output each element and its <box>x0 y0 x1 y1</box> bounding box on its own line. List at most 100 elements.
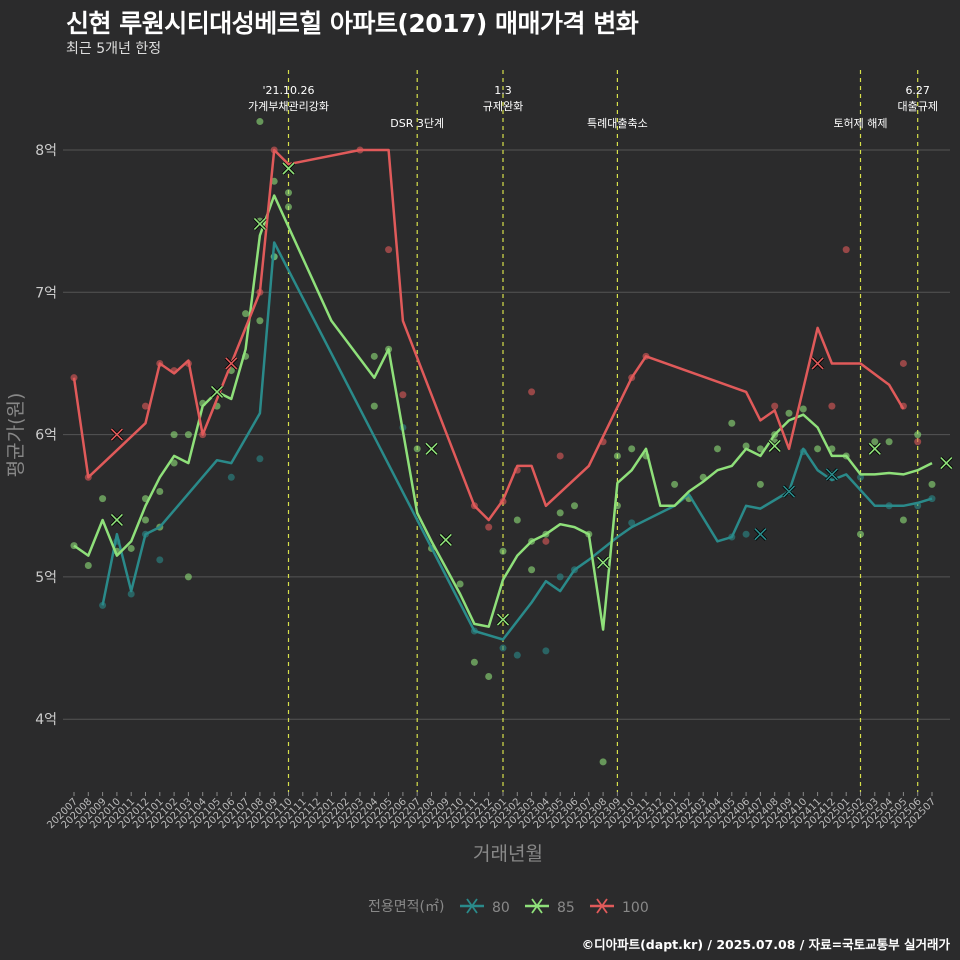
legend-label: 100 <box>622 900 649 916</box>
scatter-point-85 <box>256 118 264 126</box>
scatter-point-85 <box>170 459 178 467</box>
x-markers <box>110 161 953 627</box>
x-marker-85 <box>110 513 123 527</box>
scatter-point-85 <box>857 530 864 538</box>
scatter-point-100 <box>842 246 850 254</box>
scatter-point-100 <box>771 402 779 410</box>
scatter-point-85 <box>728 419 736 427</box>
scatter-point-85 <box>599 758 607 766</box>
y-tick-labels: 4억 5억 6억 7억 8억 <box>35 143 57 728</box>
scatter-point-85 <box>370 402 378 410</box>
scatter-point-85 <box>914 431 922 439</box>
y-tick-label: 7억 <box>35 285 57 301</box>
scatter-point-100 <box>485 523 493 531</box>
policy-annotation: 토허제 해제 <box>833 116 887 130</box>
chart-title: 신현 루원시티대성베르힐 아파트(2017) 매매가격 변화 <box>66 9 639 38</box>
scatter-point-100 <box>828 402 836 410</box>
scatter-point-100 <box>899 359 907 367</box>
scatter-point-85 <box>885 438 893 446</box>
scatter-point-80 <box>556 573 564 581</box>
scatter-point-85 <box>571 502 578 510</box>
scatter-point-85 <box>370 352 378 360</box>
scatter-point-85 <box>671 480 679 488</box>
chart-subtitle: 최근 5개년 한정 <box>66 41 162 57</box>
scatter-point-85 <box>170 431 178 439</box>
x-axis-title: 거래년월 <box>473 843 543 865</box>
x-marker-85 <box>597 556 610 569</box>
scatter-point-85 <box>756 445 764 453</box>
y-tick-label: 4억 <box>35 712 57 728</box>
x-marker-85 <box>282 162 295 175</box>
legend-title: 전용면적(㎡) <box>368 899 444 915</box>
scatter-point-100 <box>385 246 393 254</box>
scatter-point-80 <box>256 455 264 463</box>
x-marker-80 <box>825 468 838 481</box>
x-marker-100 <box>811 357 824 370</box>
scatter-point-85 <box>714 445 721 453</box>
y-axis-title: 평균가(원) <box>5 393 27 478</box>
scatter-point-85 <box>156 488 164 496</box>
scatter-point-85 <box>871 438 879 446</box>
scatter-point-85 <box>499 547 507 555</box>
series-line-100 <box>72 148 905 522</box>
scatter-point-85 <box>256 317 264 325</box>
scatter-point-100 <box>399 391 407 399</box>
scatter-point-80 <box>499 644 507 652</box>
scatter-point-85 <box>814 445 822 453</box>
x-marker-80 <box>782 485 796 498</box>
scatter-point-85 <box>84 562 92 570</box>
scatter-point-85 <box>528 566 536 574</box>
scatter-point-85 <box>413 445 421 453</box>
policy-annotation: DSR 3단계 <box>390 117 444 130</box>
scatter-point-85 <box>285 189 292 197</box>
scatter-point-85 <box>184 431 192 439</box>
scatter-point-100 <box>914 438 922 446</box>
scatter-point-100 <box>556 452 564 460</box>
legend-label: 85 <box>557 900 575 916</box>
policy-annotation: '21.10.26 가계부채관리강화 <box>248 84 329 113</box>
scatter-point-80 <box>542 647 550 655</box>
legend-label: 80 <box>492 900 510 916</box>
scatter-point-85 <box>142 516 149 524</box>
scatter-point-85 <box>613 452 621 460</box>
scatter-point-85 <box>756 480 764 488</box>
x-marker-85 <box>253 217 266 231</box>
scatter-point-85 <box>785 409 793 417</box>
scatter-point-80 <box>742 530 750 538</box>
policy-annotation: 6.27 대출규제 <box>897 84 937 113</box>
scatter-point-80 <box>127 590 135 598</box>
x-marker-100 <box>225 357 238 370</box>
x-marker-85 <box>768 439 781 453</box>
legend: 전용면적(㎡) 80 85 100 <box>368 898 649 916</box>
scatter-point-85 <box>799 405 807 413</box>
x-marker-85 <box>210 385 224 398</box>
series-line-85 <box>73 194 933 631</box>
y-tick-label: 6억 <box>35 428 57 444</box>
scatter-point-80 <box>227 473 235 481</box>
x-marker-85 <box>425 442 438 455</box>
scatter-point-100 <box>70 374 78 382</box>
x-marker-85 <box>496 613 510 626</box>
scatter-point-85 <box>928 480 936 488</box>
x-marker-85 <box>868 442 881 455</box>
scatter-point-85 <box>742 442 750 450</box>
y-tick-label: 5억 <box>35 570 57 586</box>
scatter-point-100 <box>542 537 550 545</box>
policy-annotation: 특례대출축소 <box>587 117 648 130</box>
scatter-point-85 <box>285 203 292 211</box>
scatter-point-85 <box>513 516 521 524</box>
x-tick-labels: 2020072020082020092020102020112020122021… <box>45 792 938 831</box>
series-line-80 <box>101 241 933 641</box>
scatter-point-80 <box>156 556 164 564</box>
legend-swatch-x-100 <box>596 898 608 914</box>
scatter-point-100 <box>528 388 536 396</box>
x-marker-85 <box>940 456 953 470</box>
scatter-point-85 <box>485 673 493 681</box>
scatter-point-80 <box>513 651 521 659</box>
x-marker-80 <box>754 528 767 541</box>
x-marker-100 <box>110 428 123 441</box>
y-tick-label: 8억 <box>35 143 57 159</box>
scatter-point-85 <box>242 310 250 318</box>
